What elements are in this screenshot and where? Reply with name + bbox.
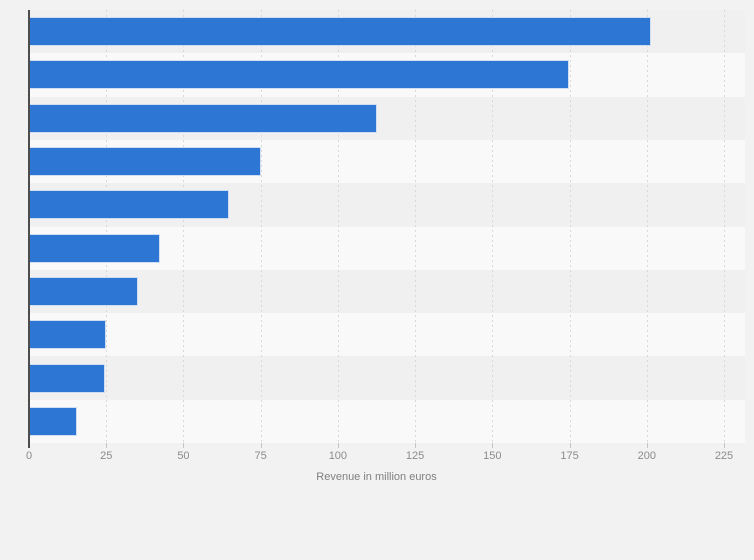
- gridline: [260, 10, 262, 443]
- gridline: [106, 10, 108, 443]
- bar: [29, 406, 77, 436]
- x-tick-mark: [106, 443, 108, 448]
- x-tick-mark: [724, 443, 725, 448]
- gridline: [724, 10, 725, 443]
- x-tick-label: 125: [405, 450, 425, 462]
- plot-area: [29, 10, 745, 443]
- row-stripe: [29, 399, 745, 443]
- gridline: [337, 10, 339, 443]
- gridline: [183, 10, 185, 443]
- x-tick-mark: [183, 443, 185, 448]
- x-tick-mark: [415, 443, 417, 448]
- bar: [29, 363, 106, 393]
- gridline: [646, 10, 648, 443]
- x-tick-mark: [337, 443, 339, 448]
- bar: [29, 190, 230, 220]
- y-axis-line: [28, 10, 30, 448]
- x-tick-mark: [569, 443, 571, 448]
- gridline: [569, 10, 571, 443]
- bar: [29, 103, 377, 133]
- x-tick-mark: [260, 443, 262, 448]
- x-tick-mark: [29, 443, 30, 448]
- x-tick-label: 25: [100, 450, 113, 462]
- x-tick-label: 75: [254, 450, 267, 462]
- x-tick-label: 0: [25, 450, 33, 462]
- x-tick-mark: [492, 443, 494, 448]
- gridline: [492, 10, 494, 443]
- row-stripe: [29, 313, 745, 357]
- x-tick-label: 100: [328, 450, 348, 462]
- bar: [29, 147, 261, 177]
- gridline: [415, 10, 417, 443]
- bar: [29, 60, 569, 90]
- bar: [29, 233, 161, 263]
- x-axis-title: Revenue in million euros: [316, 471, 437, 483]
- x-tick-label: 50: [177, 450, 190, 462]
- bar: [29, 320, 107, 350]
- x-tick-label: 200: [637, 450, 656, 462]
- x-tick-label: 150: [483, 450, 502, 462]
- bar: [29, 17, 652, 47]
- x-tick-mark: [646, 443, 648, 448]
- row-stripe: [29, 269, 745, 314]
- x-tick-label: 225: [714, 450, 734, 462]
- row-stripe: [29, 356, 745, 400]
- bar: [29, 276, 138, 306]
- x-tick-label: 175: [560, 450, 579, 462]
